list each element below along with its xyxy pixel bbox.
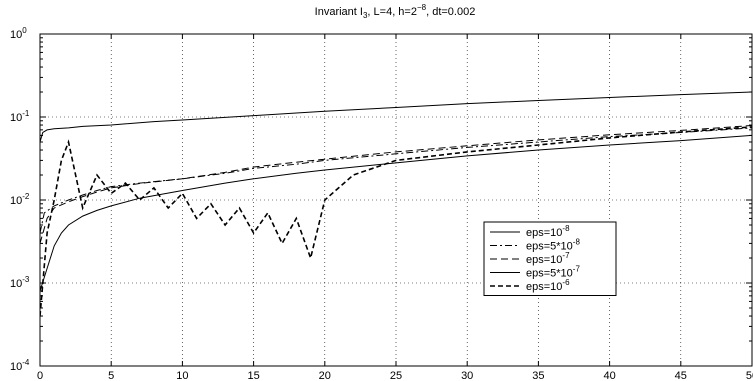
x-tick-label: 10 bbox=[176, 370, 188, 381]
grid-lines bbox=[40, 34, 752, 366]
series-line-3 bbox=[40, 125, 752, 244]
x-tick-label: 35 bbox=[532, 370, 544, 381]
title-mid: , L=4, h=2 bbox=[367, 6, 417, 18]
x-tick-label: 50 bbox=[746, 370, 753, 381]
x-tick-label: 30 bbox=[461, 370, 473, 381]
legend-entry: eps=10-8 bbox=[526, 224, 570, 239]
x-tick-label: 5 bbox=[108, 370, 114, 381]
series-line-4 bbox=[40, 134, 752, 292]
series-line-2 bbox=[40, 127, 752, 234]
x-tick-label: 0 bbox=[37, 370, 43, 381]
x-axis: 0 5 10 15 20 25 30 35 40 45 50 bbox=[37, 34, 753, 381]
legend-entry: eps=10-6 bbox=[526, 278, 570, 293]
y-axis: 100 10-1 10-2 10-3 10-4 bbox=[10, 26, 752, 373]
legend-entry: eps=5*10-8 bbox=[526, 238, 580, 253]
series-layer bbox=[40, 91, 752, 317]
legend-entry: eps=10-7 bbox=[526, 251, 570, 266]
title-lead-sub: 3 bbox=[363, 11, 368, 20]
y-tick-label: 10-3 bbox=[10, 275, 30, 290]
y-tick-label: 10-4 bbox=[10, 358, 30, 373]
title-mid-sup: −8 bbox=[417, 3, 427, 12]
y-tick-label: 10-2 bbox=[10, 192, 30, 207]
legend-entry: eps=5*10-7 bbox=[526, 265, 580, 280]
chart-title: Invariant I3, L=4, h=2−8, dt=0.002 bbox=[315, 3, 476, 20]
x-tick-label: 45 bbox=[675, 370, 687, 381]
y-tick-label: 10-1 bbox=[10, 109, 30, 124]
x-tick-label: 20 bbox=[319, 370, 331, 381]
series-line-1 bbox=[40, 91, 752, 143]
x-tick-label: 25 bbox=[390, 370, 402, 381]
title-lead: Invariant I bbox=[315, 6, 363, 18]
title-tail: , dt=0.002 bbox=[426, 6, 475, 18]
series-line-5 bbox=[40, 126, 752, 317]
legend: eps=10-8eps=5*10-8eps=10-7eps=5*10-7eps=… bbox=[483, 221, 617, 296]
y-tick-label: 100 bbox=[10, 26, 27, 41]
x-tick-label: 15 bbox=[247, 370, 259, 381]
x-tick-label: 40 bbox=[603, 370, 615, 381]
